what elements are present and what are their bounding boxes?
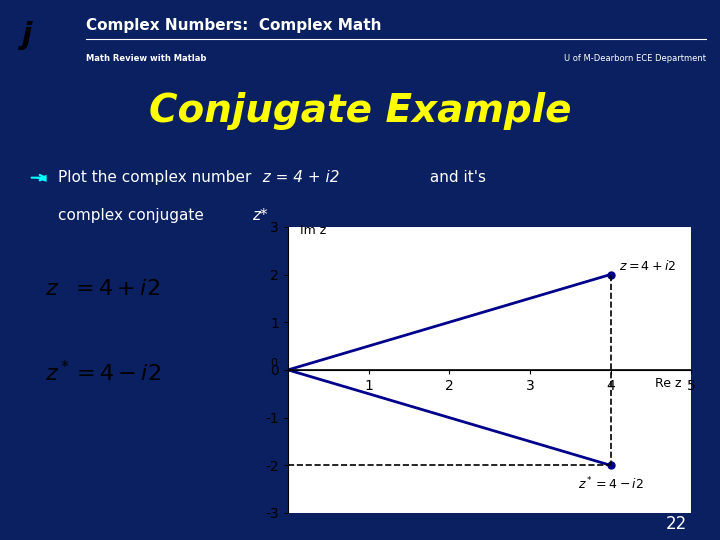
Text: 0: 0: [270, 359, 277, 368]
Text: $z^* = 4 - i2$: $z^* = 4 - i2$: [578, 476, 644, 492]
Text: Re z: Re z: [655, 376, 681, 389]
Text: Plot the complex number: Plot the complex number: [58, 170, 256, 185]
Text: $z\ \ = 4 + i2$: $z\ \ = 4 + i2$: [45, 278, 161, 300]
Text: Conjugate Example: Conjugate Example: [149, 92, 571, 130]
Text: and it's: and it's: [425, 170, 486, 185]
Text: U of M-Dearborn ECE Department: U of M-Dearborn ECE Department: [564, 53, 706, 63]
Text: 22: 22: [666, 515, 688, 533]
Text: Math Review with Matlab: Math Review with Matlab: [86, 53, 207, 63]
Text: $z^* = 4 - i2$: $z^* = 4 - i2$: [45, 361, 161, 387]
Text: j: j: [22, 21, 32, 50]
Text: z = 4 + i2: z = 4 + i2: [58, 170, 339, 185]
Text: $z = 4 + i2$: $z = 4 + i2$: [618, 259, 676, 273]
Text: Im z: Im z: [300, 224, 326, 237]
Text: complex conjugate: complex conjugate: [58, 208, 208, 223]
Text: Complex Numbers:  Complex Math: Complex Numbers: Complex Math: [86, 17, 382, 32]
Text: ◄: ◄: [36, 170, 47, 184]
Text: z*: z*: [252, 208, 268, 223]
